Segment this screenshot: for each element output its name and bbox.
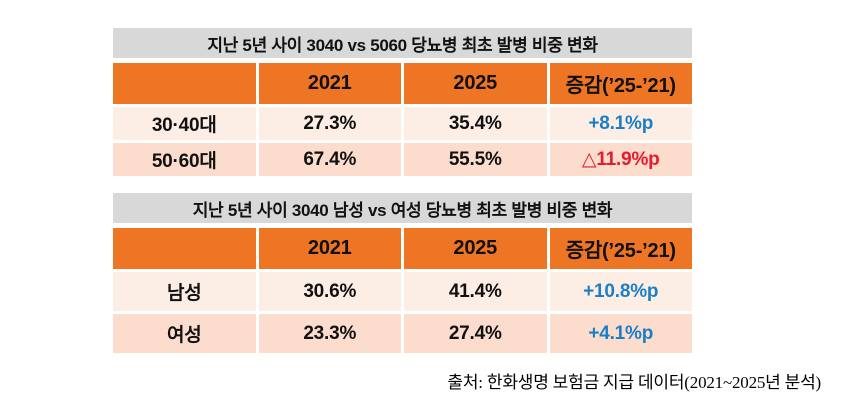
- value-2025: 35.4%: [404, 107, 547, 140]
- table-gender-header-row: 2021 2025 증감(’25-’21): [113, 228, 692, 269]
- value-2021: 27.3%: [258, 107, 401, 140]
- header-cell-2025: 2025: [404, 63, 547, 104]
- value-2021: 30.6%: [258, 272, 401, 311]
- table-gender-title: 지난 5년 사이 3040 남성 vs 여성 당뇨병 최초 발병 비중 변화: [113, 193, 692, 223]
- row-label: 30·40대: [113, 107, 256, 140]
- table-age-comparison: 지난 5년 사이 3040 vs 5060 당뇨병 최초 발병 비중 변화 20…: [113, 28, 692, 176]
- row-label: 여성: [113, 314, 256, 353]
- change-value: +4.1%p: [549, 314, 692, 353]
- value-2021: 67.4%: [258, 143, 401, 176]
- value-2025: 55.5%: [404, 143, 547, 176]
- value-2025: 41.4%: [404, 272, 547, 311]
- table-row-30-40: 30·40대 27.3% 35.4% +8.1%p: [113, 107, 692, 140]
- header-cell-2021: 2021: [258, 228, 401, 269]
- table-age-title: 지난 5년 사이 3040 vs 5060 당뇨병 최초 발병 비중 변화: [113, 28, 692, 58]
- header-cell-empty: [113, 228, 256, 269]
- table-age-header-row: 2021 2025 증감(’25-’21): [113, 63, 692, 104]
- header-cell-2025: 2025: [404, 228, 547, 269]
- table-gender-comparison: 지난 5년 사이 3040 남성 vs 여성 당뇨병 최초 발병 비중 변화 2…: [113, 193, 692, 353]
- value-2021: 23.3%: [258, 314, 401, 353]
- table-row-50-60: 50·60대 67.4% 55.5% △11.9%p: [113, 143, 692, 176]
- change-value: +10.8%p: [549, 272, 692, 311]
- change-value: +8.1%p: [549, 107, 692, 140]
- table-row-male: 남성 30.6% 41.4% +10.8%p: [113, 272, 692, 311]
- source-caption: 출처: 한화생명 보험금 지급 데이터(2021~2025년 분석): [447, 373, 821, 392]
- header-cell-change: 증감(’25-’21): [549, 228, 692, 269]
- row-label: 남성: [113, 272, 256, 311]
- row-label: 50·60대: [113, 143, 256, 176]
- header-cell-2021: 2021: [258, 63, 401, 104]
- table-row-female: 여성 23.3% 27.4% +4.1%p: [113, 314, 692, 353]
- tables-wrap: 지난 5년 사이 3040 vs 5060 당뇨병 최초 발병 비중 변화 20…: [113, 28, 692, 356]
- change-value: △11.9%p: [549, 143, 692, 176]
- header-cell-change: 증감(’25-’21): [549, 63, 692, 104]
- header-cell-empty: [113, 63, 256, 104]
- value-2025: 27.4%: [404, 314, 547, 353]
